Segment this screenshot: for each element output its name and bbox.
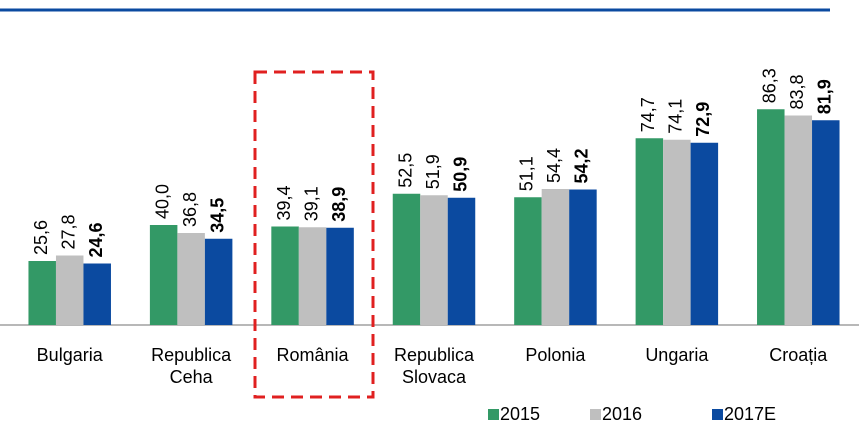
bar (204, 238, 233, 325)
x-tick-label: România (276, 345, 349, 365)
bar (55, 255, 84, 325)
bar (420, 195, 448, 325)
bar (326, 227, 354, 325)
legend-swatch (590, 409, 601, 420)
bar (541, 189, 570, 325)
legend-label: 2016 (602, 404, 642, 424)
value-label: 50,9 (450, 157, 470, 192)
x-tick-label: Republica Ceha (151, 345, 232, 387)
bar (784, 115, 813, 325)
bar (447, 197, 476, 325)
bar (514, 197, 542, 325)
value-label: 74,7 (638, 97, 658, 132)
bar (690, 142, 719, 325)
value-label: 52,5 (395, 153, 415, 188)
value-label: 86,3 (760, 68, 780, 103)
value-label: 54,4 (544, 148, 564, 183)
value-label: 40,0 (152, 184, 172, 219)
bar (392, 193, 421, 325)
x-tick-label: Bulgaria (36, 345, 103, 365)
value-label: 38,9 (329, 187, 349, 222)
legend-label: 2015 (500, 404, 540, 424)
value-label: 25,6 (31, 220, 51, 255)
value-label: 83,8 (787, 74, 807, 109)
value-label: 27,8 (58, 214, 78, 249)
x-tick-label: Croația (769, 345, 828, 365)
value-label: 34,5 (207, 198, 227, 233)
legend-swatch (488, 409, 499, 420)
value-label: 74,1 (666, 99, 686, 134)
bar (298, 227, 327, 325)
bar (149, 225, 178, 325)
legend-label: 2017E (724, 404, 776, 424)
bar (569, 189, 597, 325)
x-tick-label: Ungaria (645, 345, 709, 365)
legend-swatch (712, 409, 723, 420)
bar (83, 263, 111, 325)
bar (271, 226, 299, 325)
bar (812, 120, 840, 325)
bar (635, 138, 664, 325)
value-label: 72,9 (693, 102, 713, 137)
x-tick-label: Polonia (525, 345, 586, 365)
value-label: 39,1 (301, 186, 321, 221)
bar (28, 261, 56, 325)
bar (177, 233, 205, 325)
value-label: 24,6 (86, 222, 106, 257)
value-label: 39,4 (274, 185, 294, 220)
value-label: 81,9 (815, 79, 835, 114)
value-label: 51,1 (517, 156, 537, 191)
value-label: 51,9 (423, 154, 443, 189)
x-tick-label: Republica Slovaca (393, 345, 475, 387)
bar (663, 139, 691, 325)
bar (757, 109, 785, 325)
highlight-box (253, 70, 375, 399)
value-label: 54,2 (572, 148, 592, 183)
value-label: 36,8 (180, 192, 200, 227)
